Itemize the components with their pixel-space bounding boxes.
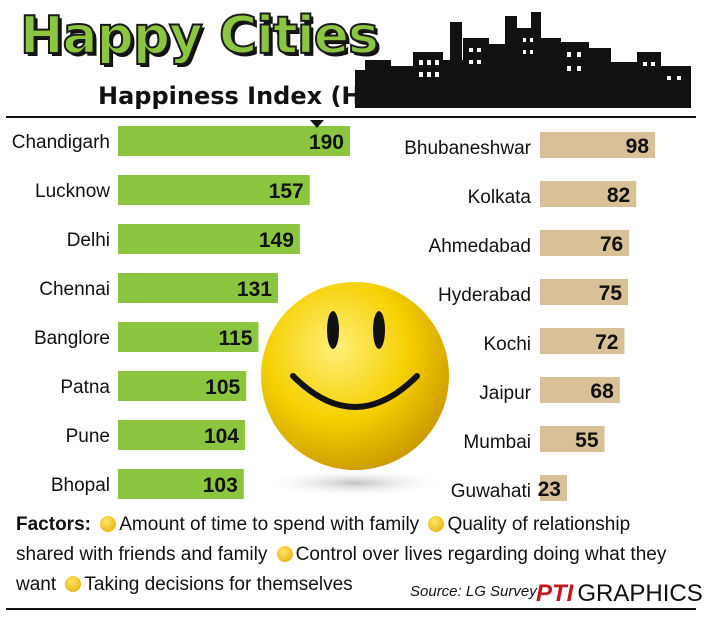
- value-label: 82: [607, 184, 630, 207]
- bar: [118, 273, 278, 303]
- bar: [118, 322, 259, 352]
- left-bar-series: Chandigarh 190 Lucknow 157 Delhi 149 Chennai 13…: [12, 120, 350, 499]
- value-label: 75: [599, 282, 623, 305]
- category-label: Chandigarh: [12, 132, 110, 153]
- value-label: 76: [600, 233, 623, 256]
- category-label: Kolkata: [468, 187, 532, 208]
- bar: [540, 181, 637, 207]
- smiley-bullet-icon: [428, 516, 445, 532]
- category-label: Chennai: [39, 279, 110, 300]
- value-label: 105: [205, 376, 240, 399]
- bar: [540, 426, 605, 452]
- value-label: 131: [237, 278, 272, 301]
- category-label: Delhi: [67, 230, 110, 251]
- bar: [540, 377, 620, 403]
- category-label: Patna: [60, 377, 110, 398]
- pointer-marker: [310, 120, 324, 128]
- category-label: Guwahati: [451, 481, 531, 502]
- category-label: Ahmedabad: [429, 236, 531, 257]
- bar: [540, 230, 630, 256]
- value-label: 190: [309, 131, 344, 154]
- footer-rule: [6, 608, 696, 610]
- bar: [118, 126, 350, 156]
- credit: PTI GRAPHICS: [536, 580, 703, 608]
- category-label: Bhubaneshwar: [404, 138, 531, 159]
- happiness-bar-chart: Chandigarh 190 Lucknow 157 Delhi 149 Chennai 13…: [12, 120, 655, 502]
- category-label: Lucknow: [35, 181, 110, 202]
- value-label: 68: [590, 380, 614, 403]
- bar: [118, 371, 247, 401]
- smiley-bullet-icon: [276, 546, 293, 562]
- bar: [118, 469, 244, 499]
- bar: [118, 420, 245, 450]
- chart-title: Happy Cities: [19, 6, 380, 66]
- factor-item: Quality of relationship shared with frie…: [16, 514, 631, 565]
- category-label: Pune: [66, 426, 110, 447]
- factor-item: Amount of time to spend with family: [119, 514, 420, 535]
- category-label: Bhopal: [51, 475, 110, 496]
- pti-logo: PTI: [536, 580, 574, 607]
- header-rule: [6, 116, 696, 118]
- category-label: Mumbai: [463, 432, 531, 453]
- value-label: 103: [203, 474, 238, 497]
- right-bar-series: Bhubaneshwar 98 Kolkata 82 Ahmedabad 76 Hydera…: [404, 132, 655, 502]
- value-label: 72: [595, 331, 618, 354]
- bar: [540, 328, 625, 354]
- value-label: 149: [259, 229, 294, 252]
- bar: [540, 279, 629, 305]
- category-label: Jaipur: [479, 383, 531, 404]
- credit-text: GRAPHICS: [577, 580, 703, 607]
- value-label: 104: [204, 425, 239, 448]
- factor-item: Control over lives regarding doing what …: [16, 544, 667, 595]
- chart-subtitle: Happiness Index (HI): [98, 82, 382, 110]
- source-note: Source: LG Survey: [410, 583, 537, 600]
- bar: [118, 224, 300, 254]
- bar: [540, 132, 655, 158]
- value-label: 23: [538, 478, 561, 501]
- city-skyline-illustration: [355, 12, 691, 108]
- bar: [118, 175, 310, 205]
- factors-note: Factors: Amount of time to spend with fa…: [16, 510, 692, 600]
- bar: [540, 475, 567, 501]
- value-label: 98: [626, 135, 650, 158]
- smiley-bullet-icon: [65, 576, 82, 592]
- category-label: Banglore: [34, 328, 110, 349]
- smiley-illustration: [260, 282, 450, 497]
- value-label: 157: [269, 180, 304, 203]
- factor-item: Taking decisions for themselves: [84, 574, 353, 595]
- value-label: 115: [219, 327, 253, 350]
- factors-label: Factors:: [16, 514, 91, 535]
- smiley-bullet-icon: [100, 516, 117, 532]
- value-label: 55: [575, 429, 599, 452]
- category-label: Kochi: [483, 334, 531, 355]
- category-label: Hyderabad: [438, 285, 531, 306]
